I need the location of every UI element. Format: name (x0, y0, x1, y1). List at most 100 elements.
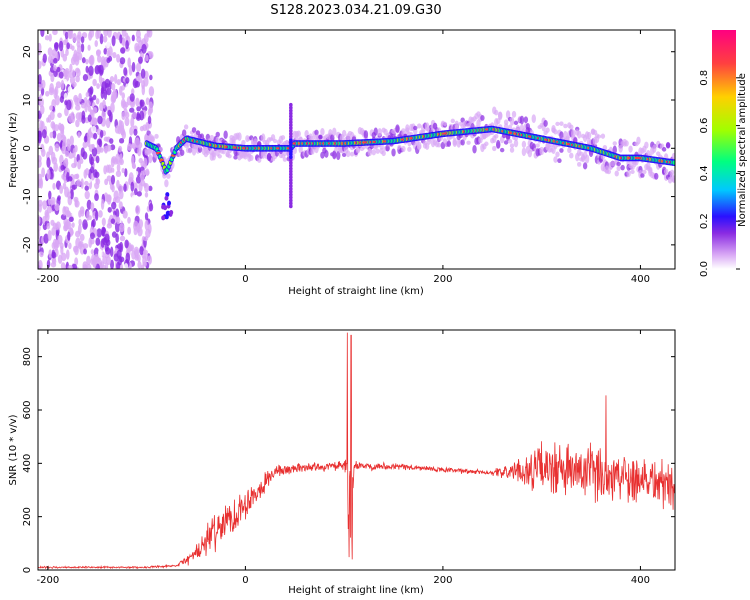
spectrogram-halo-cell (553, 156, 558, 163)
spectrogram-noise-cell (101, 110, 106, 121)
spectrogram-halo-cell (363, 130, 369, 139)
spectrogram-halo-cell (296, 130, 301, 137)
spectrogram-noise-cell (41, 148, 46, 157)
spectrogram-halo-cell (557, 158, 562, 164)
spectrogram-noise-cell (79, 233, 85, 242)
spectrogram-noise-cell (56, 132, 62, 142)
spectrogram-noise-cell (48, 190, 52, 200)
spectrogram-noise-cell (91, 147, 98, 157)
spectrogram-noise-cell (87, 114, 92, 122)
spectrogram-halo-cell (320, 151, 325, 159)
spectrogram-halo-cell (553, 129, 558, 135)
spectrogram-noise-cell (57, 195, 61, 201)
spectrogram-y-tick-label: 10 (22, 94, 33, 107)
spectrogram-halo-cell (446, 140, 452, 147)
spectrogram-halo-cell (298, 145, 303, 154)
spectrogram-y-axis-label: Frequency (Hz) (8, 112, 19, 188)
spectrogram-noise-cell (144, 182, 150, 193)
spectrogram-halo-cell (640, 173, 645, 178)
spectrogram-noise-cell (62, 53, 68, 62)
spectrogram-halo-cell (367, 147, 373, 154)
spectrogram-noise-cell (95, 237, 101, 246)
spectrogram-frame (37, 29, 676, 270)
spectrogram-halo-cell (612, 145, 617, 155)
spectrogram-noise-cell (62, 182, 67, 190)
spectrogram-noise-cell (46, 205, 53, 214)
spectrogram-halo-cell (569, 124, 574, 130)
spectrogram-noise-cell (85, 99, 91, 108)
spectrogram-halo-cell (555, 121, 560, 127)
colorbar-tick-label: 0.6 (699, 118, 710, 134)
spectrogram-halo-cell (494, 134, 499, 139)
spectrogram-x-tick: 200 (433, 30, 452, 285)
spectrogram-noise-cell (101, 217, 106, 227)
spectrogram-noise-cell (66, 211, 72, 217)
spectrogram-noise-cell (137, 261, 142, 269)
spectrogram-spike-cell (289, 123, 293, 128)
spectrogram-noise-cell (67, 231, 71, 241)
spectrogram-noise-cell (59, 95, 64, 103)
figure-title: S128.2023.034.21.09.G30 (270, 3, 441, 18)
spectrogram-noise-cell (78, 52, 83, 61)
spectrogram-noise-cell (99, 129, 104, 139)
snr-series-line (38, 332, 675, 570)
spectrogram-noise-cell (44, 35, 50, 41)
spectrogram-spike-cell (289, 192, 293, 197)
spectrogram-halo-cell (381, 150, 386, 157)
spectrogram-noise-cell (39, 251, 44, 258)
spectrogram-noise-cell (54, 95, 60, 106)
spectrogram-noise-cell (145, 168, 150, 177)
spectrogram-halo-cell (249, 154, 254, 161)
spectrogram-halo-cell (577, 130, 582, 139)
spectrogram-noise-cell (116, 163, 121, 172)
spectrogram-y-tick: 20 (22, 45, 675, 58)
spectrogram-halo-cell (586, 131, 592, 139)
spectrogram-noise-cell (102, 256, 108, 265)
spectrogram-halo-cell (320, 128, 325, 136)
spectrogram-spike-cell (289, 108, 293, 113)
spectrogram-noise-cell (70, 56, 76, 66)
spectrogram-noise-cell (41, 129, 47, 139)
spectrogram-noise-cell (107, 109, 112, 117)
spectrogram-noise-cell (138, 157, 143, 164)
spectrogram-halo-cell (407, 146, 412, 152)
spectrogram-noise-cell (118, 201, 123, 210)
spectrogram-noise-cell (135, 75, 141, 82)
spectrogram-noise-cell (127, 226, 132, 235)
spectrogram-halo-cell (509, 147, 515, 153)
spectrogram-noise-cell (51, 49, 57, 56)
spectrogram-noise-cell (98, 139, 103, 148)
colorbar-tick-label: 0.0 (699, 261, 710, 277)
spectrogram-noise-cell (139, 246, 144, 256)
spectrogram-noise-cell (75, 112, 82, 121)
snr-frame (37, 329, 676, 571)
spectrogram-noise-cell (98, 210, 103, 218)
spectrogram-noise-cell (95, 155, 100, 164)
spectrogram-noise-cell (92, 107, 98, 114)
spectrogram-noise-cell (86, 199, 92, 210)
spectrogram-noise-cell (106, 222, 113, 229)
spectrogram-noise-cell (92, 257, 97, 268)
spectrogram-noise-cell (91, 218, 96, 228)
spectrogram-halo-cell (227, 154, 232, 159)
spectrogram-noise-cell (46, 157, 51, 168)
snr-y-tick-label: 800 (22, 347, 33, 366)
spectrogram-noise-cell (139, 125, 145, 132)
spectrogram-halo-cell (521, 147, 527, 157)
spectrogram-noise-cell (71, 222, 75, 228)
spectrogram-noise-cell (105, 247, 111, 255)
spectrogram-noise-cell (102, 35, 108, 43)
spectrogram-noise-cell (110, 174, 116, 185)
spectrogram-noise-cell (104, 147, 108, 154)
spectrogram-noise-cell (121, 30, 127, 38)
spectrogram-noise-cell (87, 44, 91, 51)
spectrogram-noise-cell (149, 74, 153, 81)
spectrogram-halo-cell (661, 147, 667, 152)
spectrogram-noise-cell (82, 243, 89, 249)
spectrogram-noise-cell (134, 170, 139, 176)
spectrogram-halo-cell (395, 124, 400, 133)
spectrogram-noise-cell (52, 129, 57, 139)
spectrogram-halo-cell (571, 129, 576, 139)
spectrogram-noise-cell (53, 162, 58, 172)
spectrogram-halo-cell (334, 147, 339, 152)
